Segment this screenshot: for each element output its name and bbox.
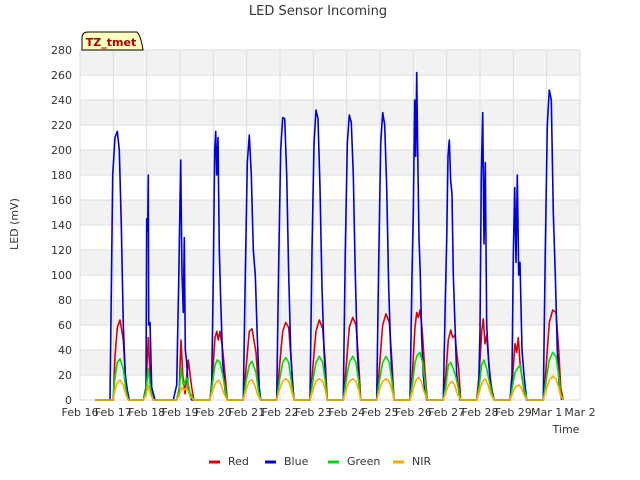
y-tick-label: 0 bbox=[65, 394, 72, 407]
x-tick-label: Mar 1 bbox=[531, 406, 562, 419]
series-line-blue bbox=[95, 71, 563, 401]
series-line-green bbox=[95, 351, 565, 401]
plot-band bbox=[80, 350, 580, 375]
y-tick-label: 160 bbox=[51, 194, 72, 207]
y-tick-label: 180 bbox=[51, 169, 72, 182]
plot-band bbox=[80, 50, 580, 75]
y-tick-label: 140 bbox=[51, 219, 72, 232]
y-axis-label: LED (mV) bbox=[8, 198, 21, 250]
annotation-text: TZ_tmet bbox=[86, 36, 136, 49]
y-tick-label: 200 bbox=[51, 144, 72, 157]
y-tick-label: 280 bbox=[51, 44, 72, 57]
series-lines bbox=[95, 71, 565, 401]
plot-band bbox=[80, 100, 580, 125]
y-tick-label: 240 bbox=[51, 94, 72, 107]
y-tick-label: 220 bbox=[51, 119, 72, 132]
plot-band bbox=[80, 375, 580, 400]
x-tick-label: Feb 23 bbox=[295, 406, 332, 419]
series-line-red bbox=[95, 309, 565, 401]
y-tick-label: 100 bbox=[51, 269, 72, 282]
y-tick-label: 20 bbox=[58, 369, 72, 382]
x-tick-label: Feb 25 bbox=[362, 406, 399, 419]
y-tick-label: 260 bbox=[51, 69, 72, 82]
x-tick-label: Mar 2 bbox=[564, 406, 595, 419]
legend-label: Green bbox=[347, 455, 380, 468]
plot-band bbox=[80, 125, 580, 150]
series-line-nir bbox=[95, 375, 564, 401]
x-tick-label: Feb 17 bbox=[95, 406, 132, 419]
plot-band bbox=[80, 200, 580, 225]
x-tick-label: Feb 16 bbox=[62, 406, 99, 419]
chart-title: LED Sensor Incoming bbox=[249, 4, 387, 19]
legend-label: Red bbox=[228, 455, 249, 468]
y-tick-label: 120 bbox=[51, 244, 72, 257]
annotation-badge: TZ_tmet bbox=[81, 31, 144, 51]
legend-label: Blue bbox=[284, 455, 309, 468]
x-tick-label: Feb 21 bbox=[228, 406, 265, 419]
plot-band bbox=[80, 325, 580, 350]
y-tick-labels: 0 20 40 60 80 100 120 140 160 180 200 220 240 260 280 bbox=[51, 44, 72, 407]
x-tick-label: Feb 18 bbox=[128, 406, 165, 419]
plot-band bbox=[80, 150, 580, 175]
x-tick-label: Feb 22 bbox=[262, 406, 299, 419]
x-tick-label: Feb 28 bbox=[462, 406, 499, 419]
grid-lines bbox=[79, 49, 581, 401]
plot-band bbox=[80, 275, 580, 300]
plot-band bbox=[80, 175, 580, 200]
x-tick-label: Feb 27 bbox=[428, 406, 465, 419]
x-tick-label: Feb 24 bbox=[328, 406, 365, 419]
y-tick-label: 40 bbox=[58, 344, 72, 357]
x-tick-label: Feb 20 bbox=[195, 406, 232, 419]
y-tick-label: 80 bbox=[58, 294, 72, 307]
x-axis-label: Time bbox=[552, 423, 580, 436]
plot-background bbox=[80, 50, 580, 400]
plot-band bbox=[80, 300, 580, 325]
legend: Red Blue Green NIR bbox=[209, 455, 431, 468]
legend-label: NIR bbox=[412, 455, 431, 468]
x-tick-label: Feb 26 bbox=[395, 406, 432, 419]
plot-band bbox=[80, 250, 580, 275]
x-tick-label: Feb 19 bbox=[162, 406, 199, 419]
plot-band bbox=[80, 75, 580, 100]
y-tick-label: 60 bbox=[58, 319, 72, 332]
x-tick-label: Feb 29 bbox=[495, 406, 532, 419]
plot-band bbox=[80, 225, 580, 250]
